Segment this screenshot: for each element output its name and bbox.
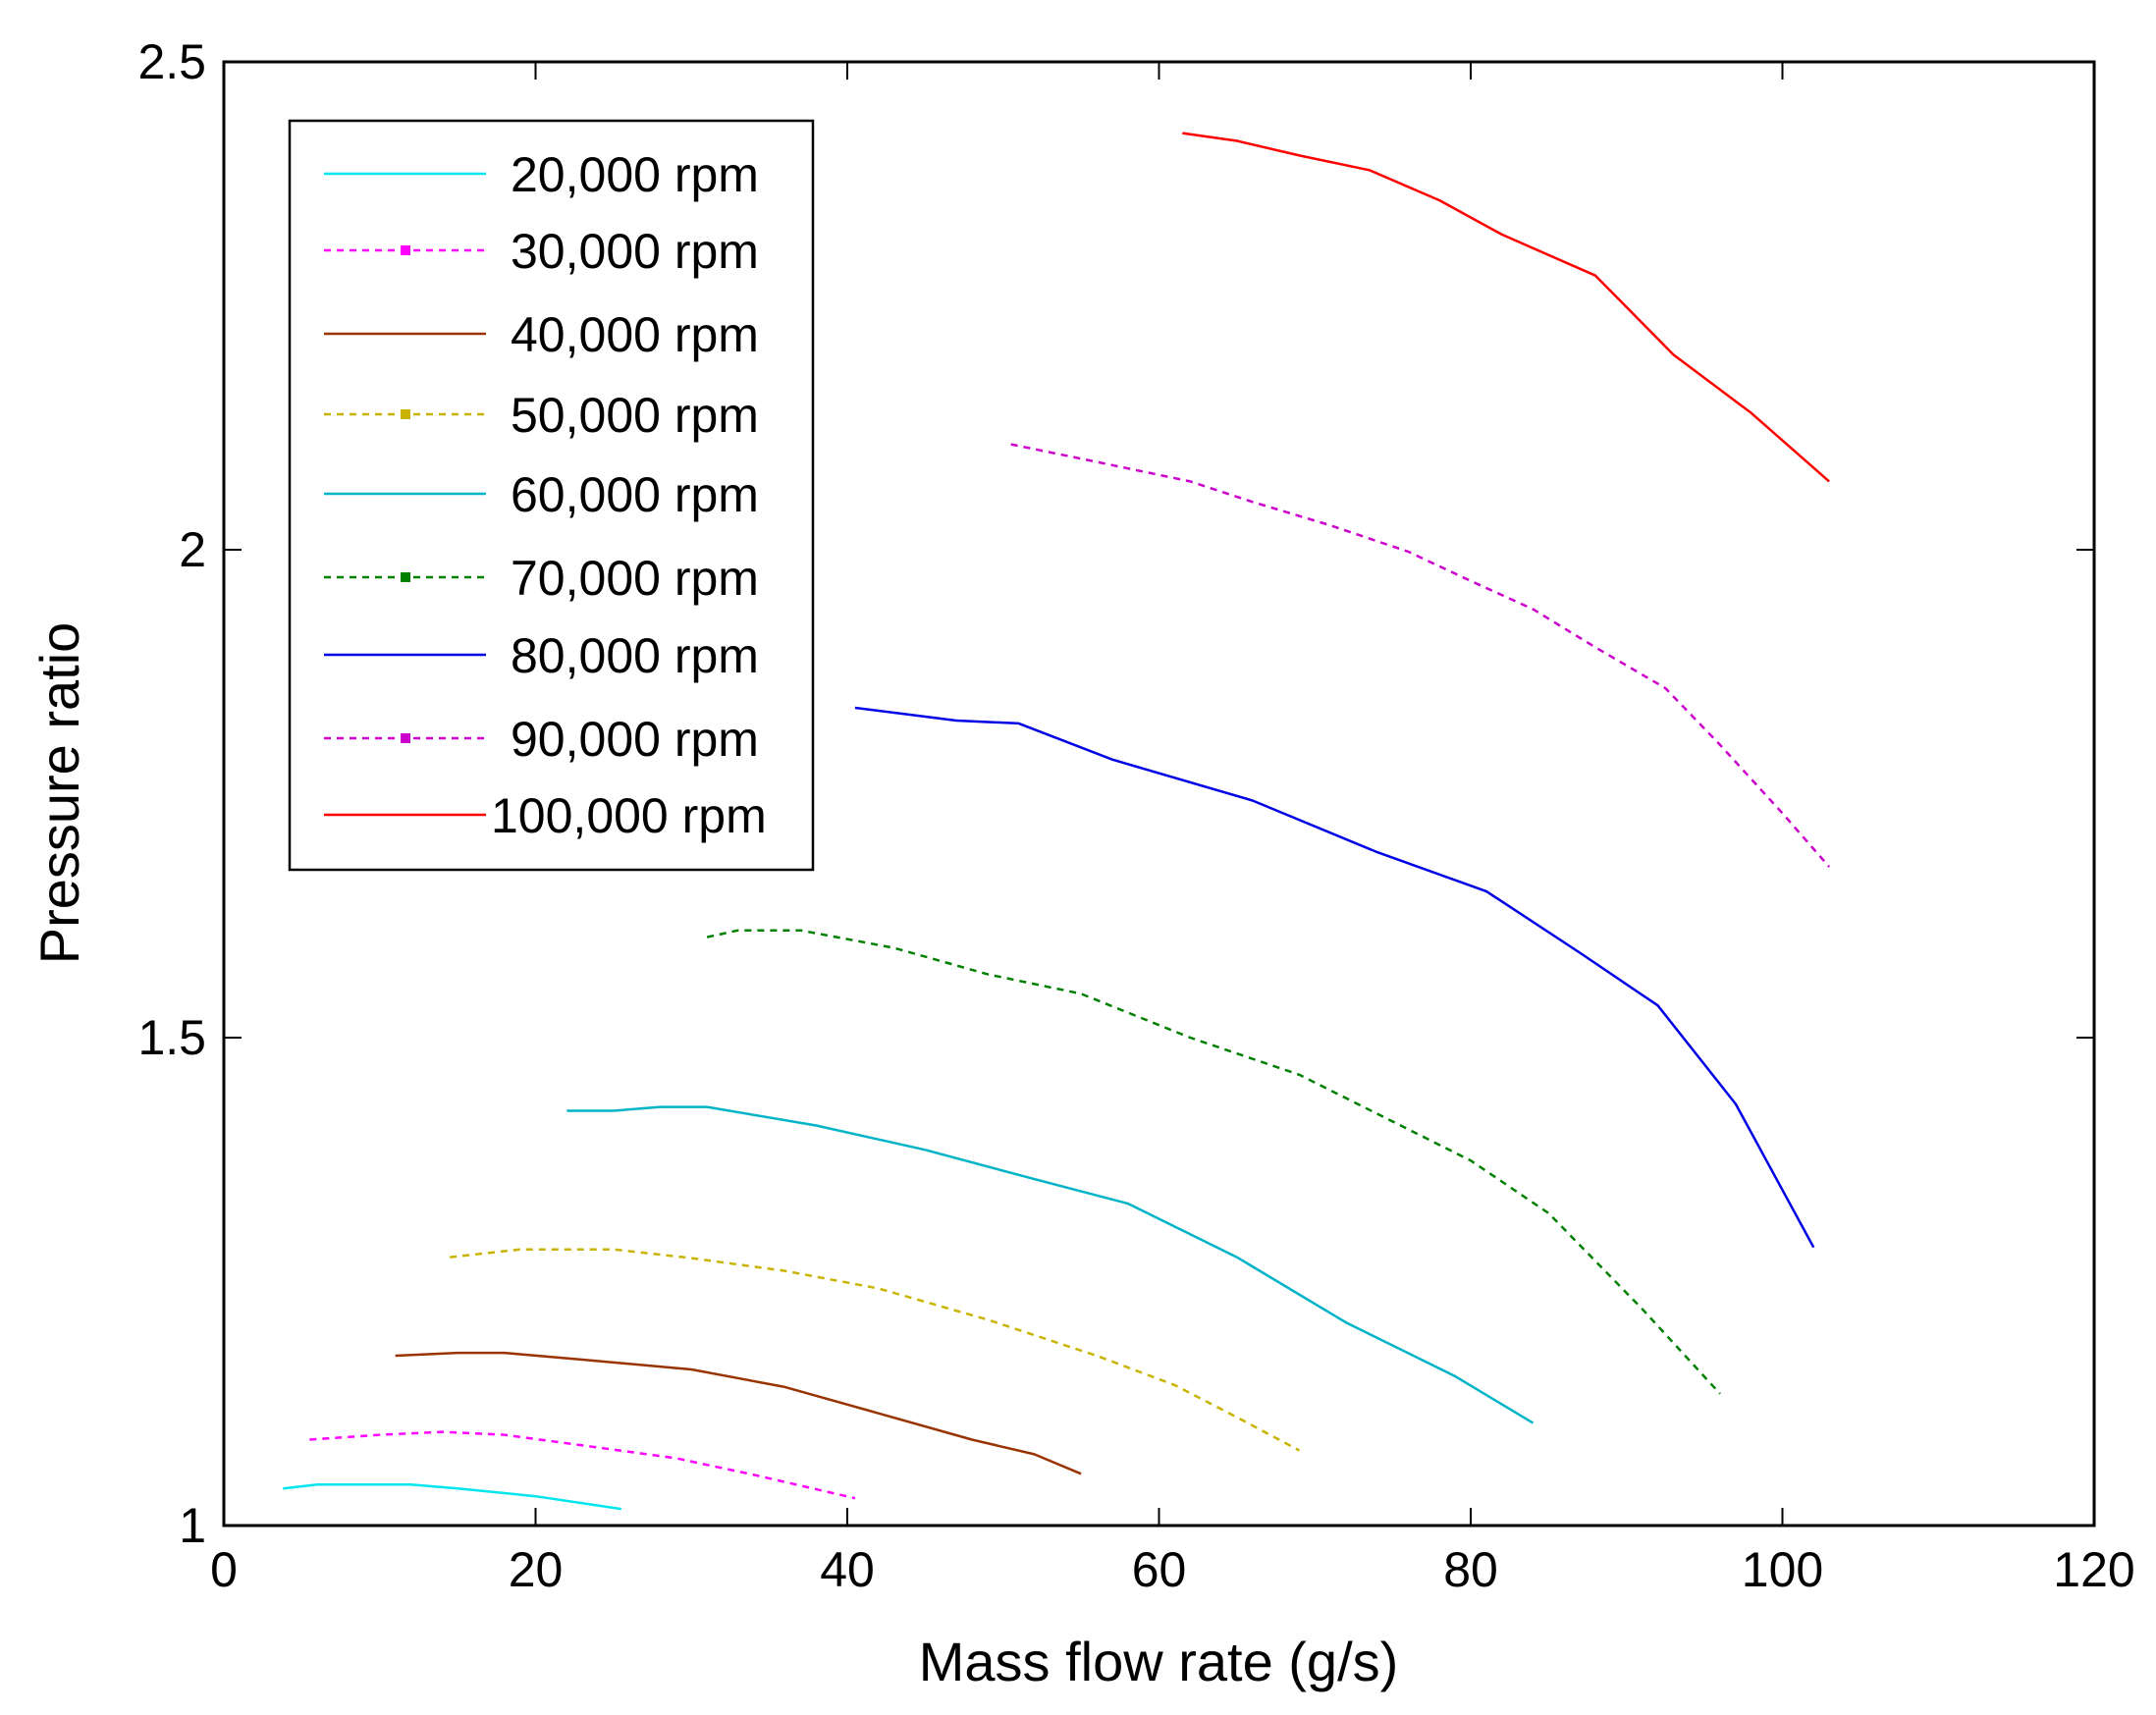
- legend-marker: [401, 572, 410, 582]
- x-tick-label: 120: [2053, 1542, 2134, 1597]
- legend-label: 60,000 rpm: [511, 467, 759, 522]
- series-line-1: [283, 1483, 621, 1511]
- data-series: [283, 132, 1831, 1511]
- series-line-6: [706, 929, 1721, 1395]
- series-line-9: [1182, 132, 1830, 483]
- x-axis-label: Mass flow rate (g/s): [919, 1631, 1399, 1692]
- y-axis-label: Pressure ratio: [28, 622, 90, 965]
- legend-label: 70,000 rpm: [511, 551, 759, 606]
- x-tick-label: 80: [1443, 1542, 1498, 1597]
- series-line-5: [566, 1105, 1535, 1424]
- x-tick-label: 0: [210, 1542, 238, 1597]
- legend-marker: [401, 733, 410, 743]
- legend-label: 20,000 rpm: [511, 147, 759, 202]
- legend-label: 80,000 rpm: [511, 628, 759, 683]
- series-line-8: [1010, 443, 1831, 868]
- series-line-7: [854, 706, 1815, 1249]
- legend-label: 30,000 rpm: [511, 224, 759, 279]
- series-line-2: [309, 1430, 856, 1500]
- y-tick-label: 2.5: [137, 34, 206, 89]
- legend-marker: [401, 409, 410, 419]
- series-line-3: [395, 1351, 1082, 1475]
- axis-ticks: 0 20 40 60 80 100 120 1 1.5 2 2.5: [137, 34, 2134, 1597]
- y-tick-label: 2: [179, 522, 206, 577]
- legend-label: 40,000 rpm: [511, 307, 759, 362]
- legend-box: [288, 119, 815, 872]
- series-line-4: [450, 1248, 1300, 1452]
- plot-frame: [222, 60, 2096, 1527]
- legend: 20,000 rpm 30,000 rpm 40,000 rpm 50,000 rpm…: [288, 119, 815, 872]
- legend-label: 90,000 rpm: [511, 712, 759, 767]
- y-tick-label: 1.5: [137, 1010, 206, 1065]
- x-tick-label: 60: [1132, 1542, 1187, 1597]
- x-tick-label: 20: [509, 1542, 564, 1597]
- legend-marker: [401, 245, 410, 255]
- x-tick-label: 40: [820, 1542, 875, 1597]
- legend-label: 50,000 rpm: [511, 388, 759, 443]
- x-tick-label: 100: [1742, 1542, 1823, 1597]
- y-tick-label: 1: [179, 1498, 206, 1553]
- legend-label: 100,000 rpm: [491, 788, 767, 843]
